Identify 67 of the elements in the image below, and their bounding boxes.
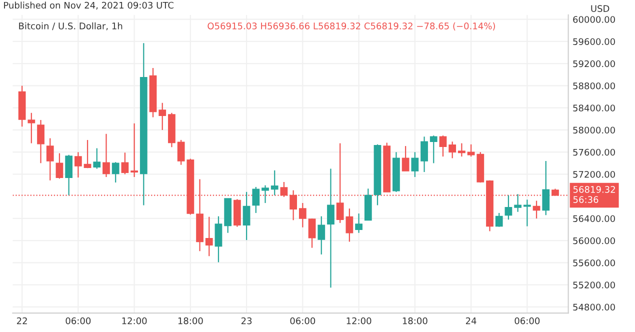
y-tick-label: 55200.00 (573, 282, 615, 288)
candlestick (327, 168, 334, 288)
x-tick-label: 06:00 (66, 317, 91, 324)
y-tick-label: 56000.00 (573, 237, 615, 244)
candlestick (458, 142, 466, 158)
y-axis-title: USD (591, 5, 610, 12)
text: Published on Nov 24, 2021 09:03 UTC (4, 2, 174, 10)
candlestick (262, 184, 269, 204)
candlestick (37, 119, 44, 164)
y-tick-label: 56400.00 (573, 215, 615, 222)
candlestick (84, 139, 92, 169)
x-tick-label: 12:00 (122, 317, 147, 324)
candlestick (402, 145, 410, 172)
x-tick-label: 06:00 (514, 317, 540, 324)
x-tick-label: 18:00 (402, 317, 428, 324)
candlestick (542, 160, 550, 216)
candlestick (514, 194, 522, 212)
y-tick-label: 58400.00 (573, 104, 615, 112)
y-tick-label: 60000.00 (573, 16, 615, 23)
candlestick (93, 148, 101, 170)
text: Bitcoin / U.S. Dollar, 1h (19, 22, 122, 30)
candlestick (420, 136, 428, 173)
text: O56915.03 H56936.66 L56819.32 C56819.32 −78.65 (−0.14%) (208, 22, 495, 30)
candlestick (121, 152, 129, 175)
x-tick-label: 12:00 (346, 317, 372, 324)
candlestick (214, 216, 222, 263)
x-tick-label: 06:00 (290, 317, 316, 324)
candlestick (270, 170, 278, 196)
x-tick-label: 24 (466, 317, 476, 324)
candlestick (74, 152, 82, 178)
candlestick (308, 218, 316, 248)
x-tick-label: 18:00 (178, 317, 203, 324)
candlestick (65, 154, 73, 196)
candlestick (102, 133, 110, 178)
candlestick (252, 186, 260, 214)
y-tick-label: 58800.00 (573, 82, 615, 90)
y-tick-label: 59200.00 (573, 60, 615, 68)
candlestick (439, 134, 447, 158)
y-tick-label: 59600.00 (573, 38, 615, 46)
candlestick (205, 216, 213, 257)
candlestick (495, 212, 503, 228)
candlestick (448, 141, 456, 159)
ref-line-label: 56819.32 56:36 (573, 186, 615, 203)
candlestick (532, 200, 540, 220)
y-tick-label: 57200.00 (573, 170, 615, 178)
candlestick (28, 112, 36, 144)
candlestick (411, 152, 419, 178)
candlestick (346, 208, 354, 242)
candlestick (355, 212, 362, 234)
candlestick (336, 142, 344, 224)
candlestick (430, 134, 438, 164)
x-tick-label: 22 (16, 317, 27, 324)
candlestick (130, 122, 138, 178)
candlestick (56, 152, 64, 180)
candlestick (467, 144, 475, 158)
candlestick (112, 162, 120, 184)
candlestick (158, 102, 166, 131)
candlestick (242, 191, 250, 241)
candlestick (318, 216, 326, 255)
y-tick-label: 58000.00 (573, 126, 615, 134)
candlestick (46, 138, 54, 181)
y-tick-label: 57600.00 (573, 148, 615, 156)
y-tick-label: 54800.00 (573, 304, 615, 311)
candlestick (298, 202, 306, 228)
candlestick (504, 194, 512, 220)
y-tick-label: 55600.00 (573, 259, 615, 266)
x-tick-label: 23 (241, 317, 252, 324)
